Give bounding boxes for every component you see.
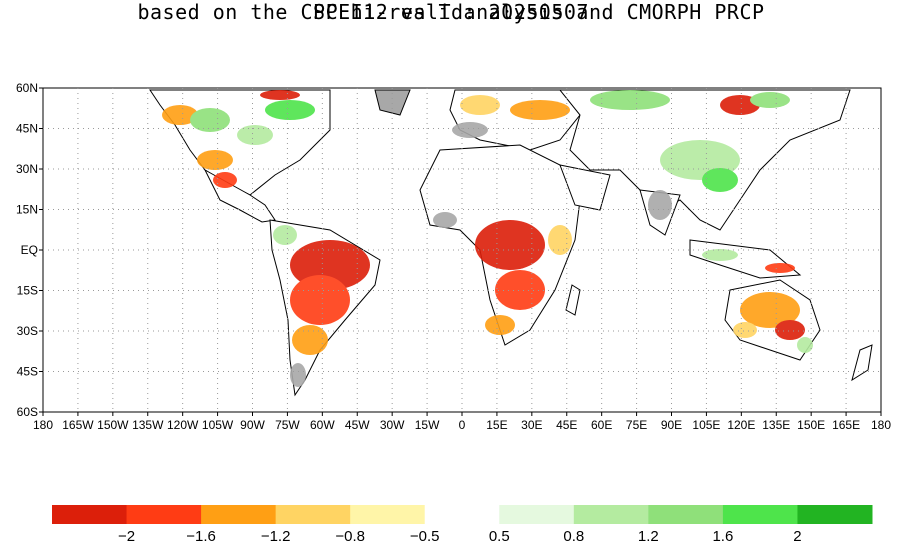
lon-tick-label: 180	[871, 418, 891, 432]
lon-tick-label: 75E	[626, 418, 647, 432]
lon-tick-label: 150W	[97, 418, 129, 432]
lat-tick-label: 15N	[16, 203, 38, 217]
lon-tick-label: 15E	[486, 418, 507, 432]
lon-tick-label: 60W	[310, 418, 335, 432]
lat-tick-label: 15S	[17, 284, 38, 298]
lat-tick-label: EQ	[21, 243, 38, 257]
lon-tick-label: 15W	[415, 418, 440, 432]
lon-tick-label: 30E	[521, 418, 542, 432]
lon-tick-label: 120E	[727, 418, 755, 432]
spei-patches	[162, 90, 813, 387]
lon-tick-label: 60E	[591, 418, 612, 432]
lat-tick-label: 45N	[16, 122, 38, 136]
colorbar-swatch	[648, 505, 724, 524]
lat-tick-label: 45S	[17, 365, 38, 379]
colorbar-label: −1.6	[186, 528, 216, 545]
colorbar-label: 0.5	[489, 528, 510, 545]
lon-tick-label: 180	[33, 418, 53, 432]
lon-tick-label: 165E	[832, 418, 860, 432]
colorbar-label: 1.2	[638, 528, 659, 545]
lat-tick-label: 60S	[17, 405, 38, 419]
lon-tick-label: 105E	[692, 418, 720, 432]
colorbar-swatch	[797, 505, 873, 524]
madagascar	[565, 284, 581, 316]
colorbar-swatch	[126, 505, 202, 524]
colorbar-swatch	[499, 505, 575, 524]
colorbar-swatch	[52, 505, 128, 524]
colorbar-label: 1.6	[712, 528, 733, 545]
lon-tick-label: 120W	[167, 418, 199, 432]
lon-tick-label: 135W	[132, 418, 164, 432]
lat-tick-label: 30S	[17, 324, 38, 338]
colorbar-label: 2	[793, 528, 801, 545]
colorbar-label: −0.5	[410, 528, 440, 545]
colorbar-swatch	[201, 505, 277, 524]
lon-tick-label: 45W	[345, 418, 370, 432]
grid-lines	[43, 88, 881, 412]
lon-tick-label: 165W	[62, 418, 94, 432]
chart-subtitle: based on the CPC hi-res T analysis and C…	[137, 0, 765, 24]
lon-tick-label: 30W	[380, 418, 405, 432]
lat-tick-label: 30N	[16, 162, 38, 176]
lon-tick-label: 0	[459, 418, 466, 432]
chart-title: SPEI12 valid: 20250507	[313, 0, 589, 24]
lon-tick-label: 105W	[202, 418, 234, 432]
lon-tick-label: 90W	[240, 418, 265, 432]
lat-tick-label: 60N	[16, 81, 38, 95]
greenland	[374, 89, 411, 116]
colorbar-swatch	[722, 505, 798, 524]
colorbar-label: −0.8	[335, 528, 365, 545]
colorbar-swatch	[275, 505, 351, 524]
colorbar-label: −1.2	[261, 528, 291, 545]
colorbar-label: 0.8	[563, 528, 584, 545]
lon-tick-label: 135E	[762, 418, 790, 432]
arabia	[559, 164, 611, 211]
colorbar-label: −2	[118, 528, 135, 545]
colorbar-swatch	[573, 505, 649, 524]
lon-tick-label: 45E	[556, 418, 577, 432]
new-zealand	[851, 344, 873, 382]
colorbar-swatch	[424, 505, 500, 524]
colorbar-swatch	[350, 505, 426, 524]
lon-tick-label: 90E	[661, 418, 682, 432]
lon-tick-label: 150E	[797, 418, 825, 432]
lon-tick-label: 75W	[275, 418, 300, 432]
